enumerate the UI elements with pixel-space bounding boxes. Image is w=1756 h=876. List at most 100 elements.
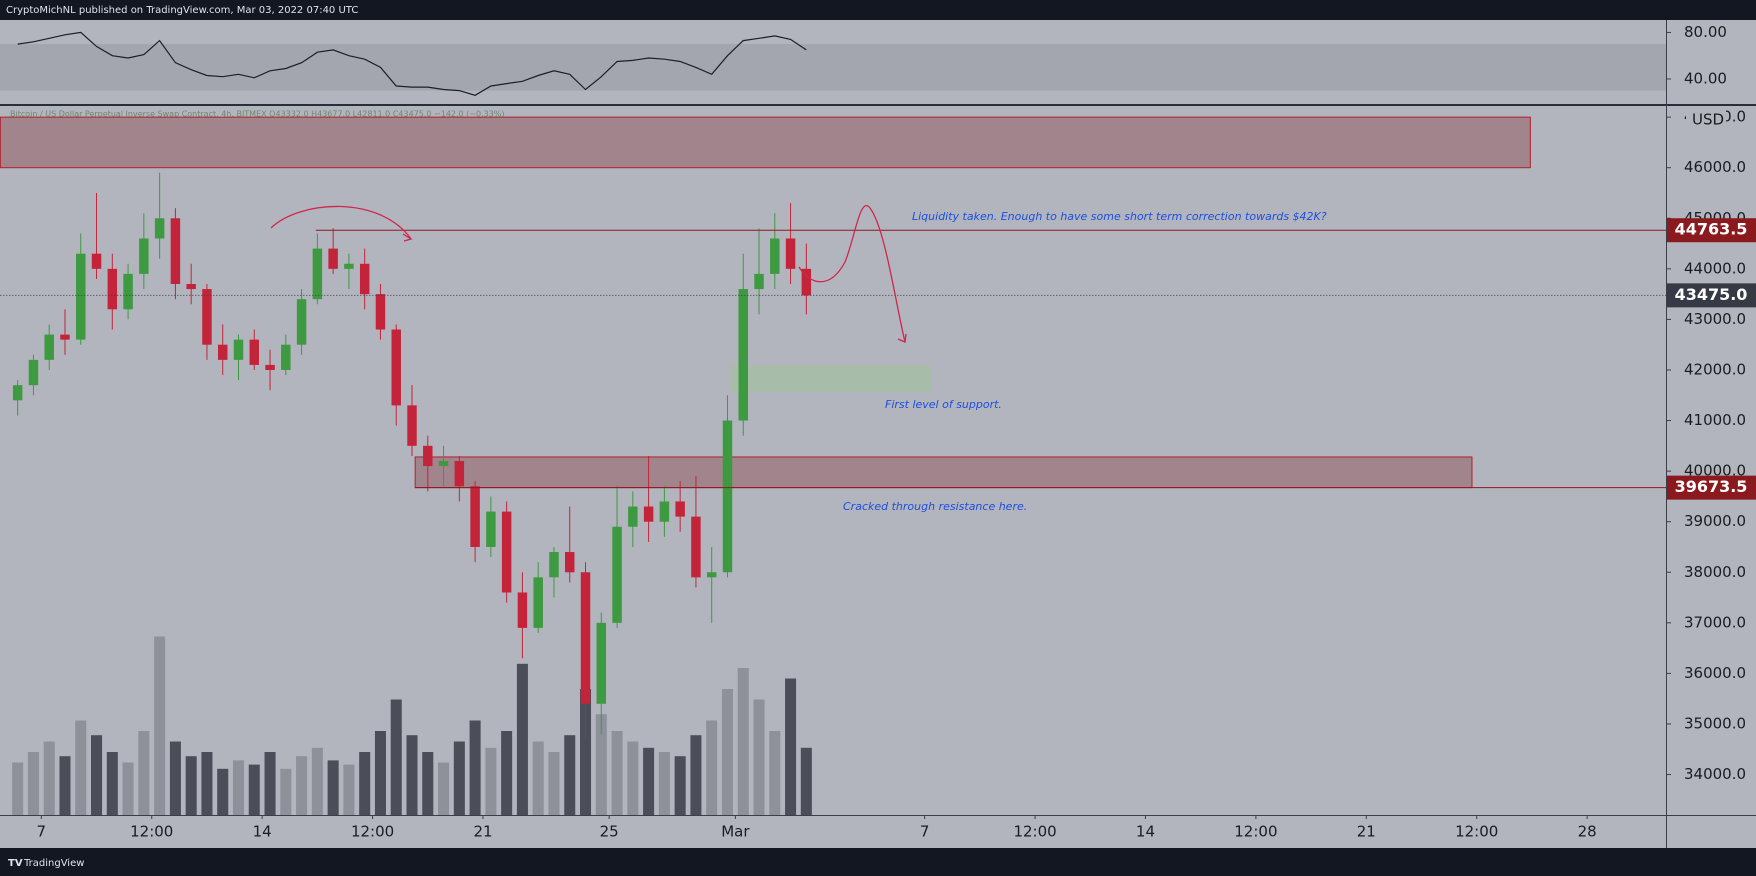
- y-tick-label: 42000.0: [1684, 360, 1746, 378]
- volume-bar: [564, 735, 576, 815]
- volume-bar: [232, 760, 245, 815]
- candle-body: [344, 263, 354, 269]
- price-level-label: 43475.0: [1675, 285, 1748, 304]
- candle-body: [375, 294, 386, 330]
- volume-bar: [27, 752, 39, 815]
- footer-text: TradingView: [23, 858, 84, 869]
- footer-bar: [0, 848, 1756, 876]
- candle-body: [312, 248, 323, 300]
- x-tick-label: 12:00: [130, 823, 173, 841]
- volume-bar: [311, 747, 323, 815]
- volume-bar: [485, 747, 497, 815]
- volume-bar: [469, 720, 481, 815]
- candle-body: [691, 516, 701, 578]
- candle-body: [706, 572, 717, 578]
- candle-body: [470, 486, 480, 547]
- header-text: CryptoMichNL published on TradingView.co…: [6, 5, 358, 16]
- y-tick-label: 38000.0: [1684, 563, 1746, 581]
- candle-body: [76, 253, 86, 340]
- volume-bar: [280, 768, 292, 815]
- rsi-line: [17, 31, 807, 96]
- x-tick-label: 21: [1357, 823, 1376, 841]
- volume-bar: [516, 663, 528, 815]
- volume-bar: [674, 756, 686, 815]
- zone: [414, 456, 1473, 489]
- x-tick-label: 12:00: [1455, 823, 1498, 841]
- volume-bar: [201, 752, 213, 815]
- currency-label: USD: [1692, 111, 1724, 129]
- candle-body: [580, 572, 591, 704]
- candle-body: [643, 506, 654, 522]
- volume-bar: [785, 678, 797, 815]
- candle-body: [202, 289, 212, 345]
- x-tick-label: 12:00: [351, 823, 394, 841]
- candle-body: [785, 238, 796, 269]
- x-tick-label: Mar: [721, 823, 750, 841]
- candle-body: [28, 359, 39, 386]
- footer-logo: TV: [8, 858, 23, 869]
- candle-body: [328, 248, 338, 269]
- candle-body: [423, 445, 433, 467]
- y-tick-label: 34000.0: [1684, 765, 1746, 783]
- x-tick-label: 7: [920, 823, 930, 841]
- candle-body: [738, 289, 748, 421]
- volume-bar: [390, 699, 402, 815]
- volume-bar: [91, 735, 103, 815]
- price-axis-border: [1666, 20, 1667, 848]
- candle-body: [91, 253, 102, 269]
- volume-bar: [406, 735, 418, 815]
- candle-body: [217, 344, 228, 360]
- candle-body: [612, 526, 622, 623]
- candle-body: [501, 511, 512, 593]
- candle-body: [801, 268, 812, 296]
- annotation: Liquidity taken. Enough to have some sho…: [912, 210, 1327, 223]
- y-tick-label: 37000.0: [1684, 613, 1746, 631]
- volume-bar: [138, 731, 150, 815]
- annotation: First level of support.: [885, 398, 1002, 411]
- candle-body: [154, 218, 165, 239]
- candle-body: [170, 218, 181, 285]
- volume-bar: [769, 731, 781, 815]
- y-tick-label: 80.00: [1684, 23, 1727, 41]
- candle-body: [675, 501, 685, 517]
- volume-bar: [501, 731, 513, 815]
- x-tick-label: 21: [473, 823, 492, 841]
- volume-bar: [548, 752, 560, 815]
- volume-bar: [706, 720, 718, 815]
- candle-body: [107, 268, 118, 310]
- x-tick-label: 28: [1578, 823, 1597, 841]
- price-level-box: [1667, 283, 1756, 308]
- y-tick-label: 40.00: [1684, 69, 1727, 87]
- volume-bar: [579, 689, 592, 815]
- volume-bar: [296, 756, 308, 815]
- volume-bar: [658, 752, 670, 815]
- volume-bar: [627, 741, 639, 815]
- candle-body: [281, 344, 291, 370]
- y-tick-label: 35000.0: [1684, 714, 1746, 732]
- volume-bar: [106, 752, 118, 815]
- x-tick-label: 25: [600, 823, 619, 841]
- volume-bar: [248, 764, 260, 815]
- time-axis-border: [0, 815, 1756, 816]
- currency-bg: [1686, 110, 1726, 130]
- arrow: [270, 205, 412, 240]
- volume-bar: [643, 747, 655, 815]
- volume-bar: [169, 741, 181, 815]
- arrow-head: [402, 233, 413, 242]
- candle-body: [123, 273, 133, 310]
- candle-body: [454, 461, 465, 487]
- volume-bar: [453, 741, 465, 815]
- annotation: Cracked through resistance here.: [843, 500, 1027, 513]
- volume-bar: [12, 762, 24, 815]
- y-tick-label: 36000.0: [1684, 664, 1746, 682]
- volume-bar: [359, 752, 371, 815]
- candle-body: [770, 238, 780, 274]
- y-tick-label: 41000.0: [1684, 411, 1746, 429]
- candle-body: [533, 577, 543, 628]
- volume-bar: [75, 720, 87, 815]
- candle-body: [233, 339, 244, 360]
- volume-bar: [264, 752, 276, 815]
- x-tick-label: 14: [1136, 823, 1155, 841]
